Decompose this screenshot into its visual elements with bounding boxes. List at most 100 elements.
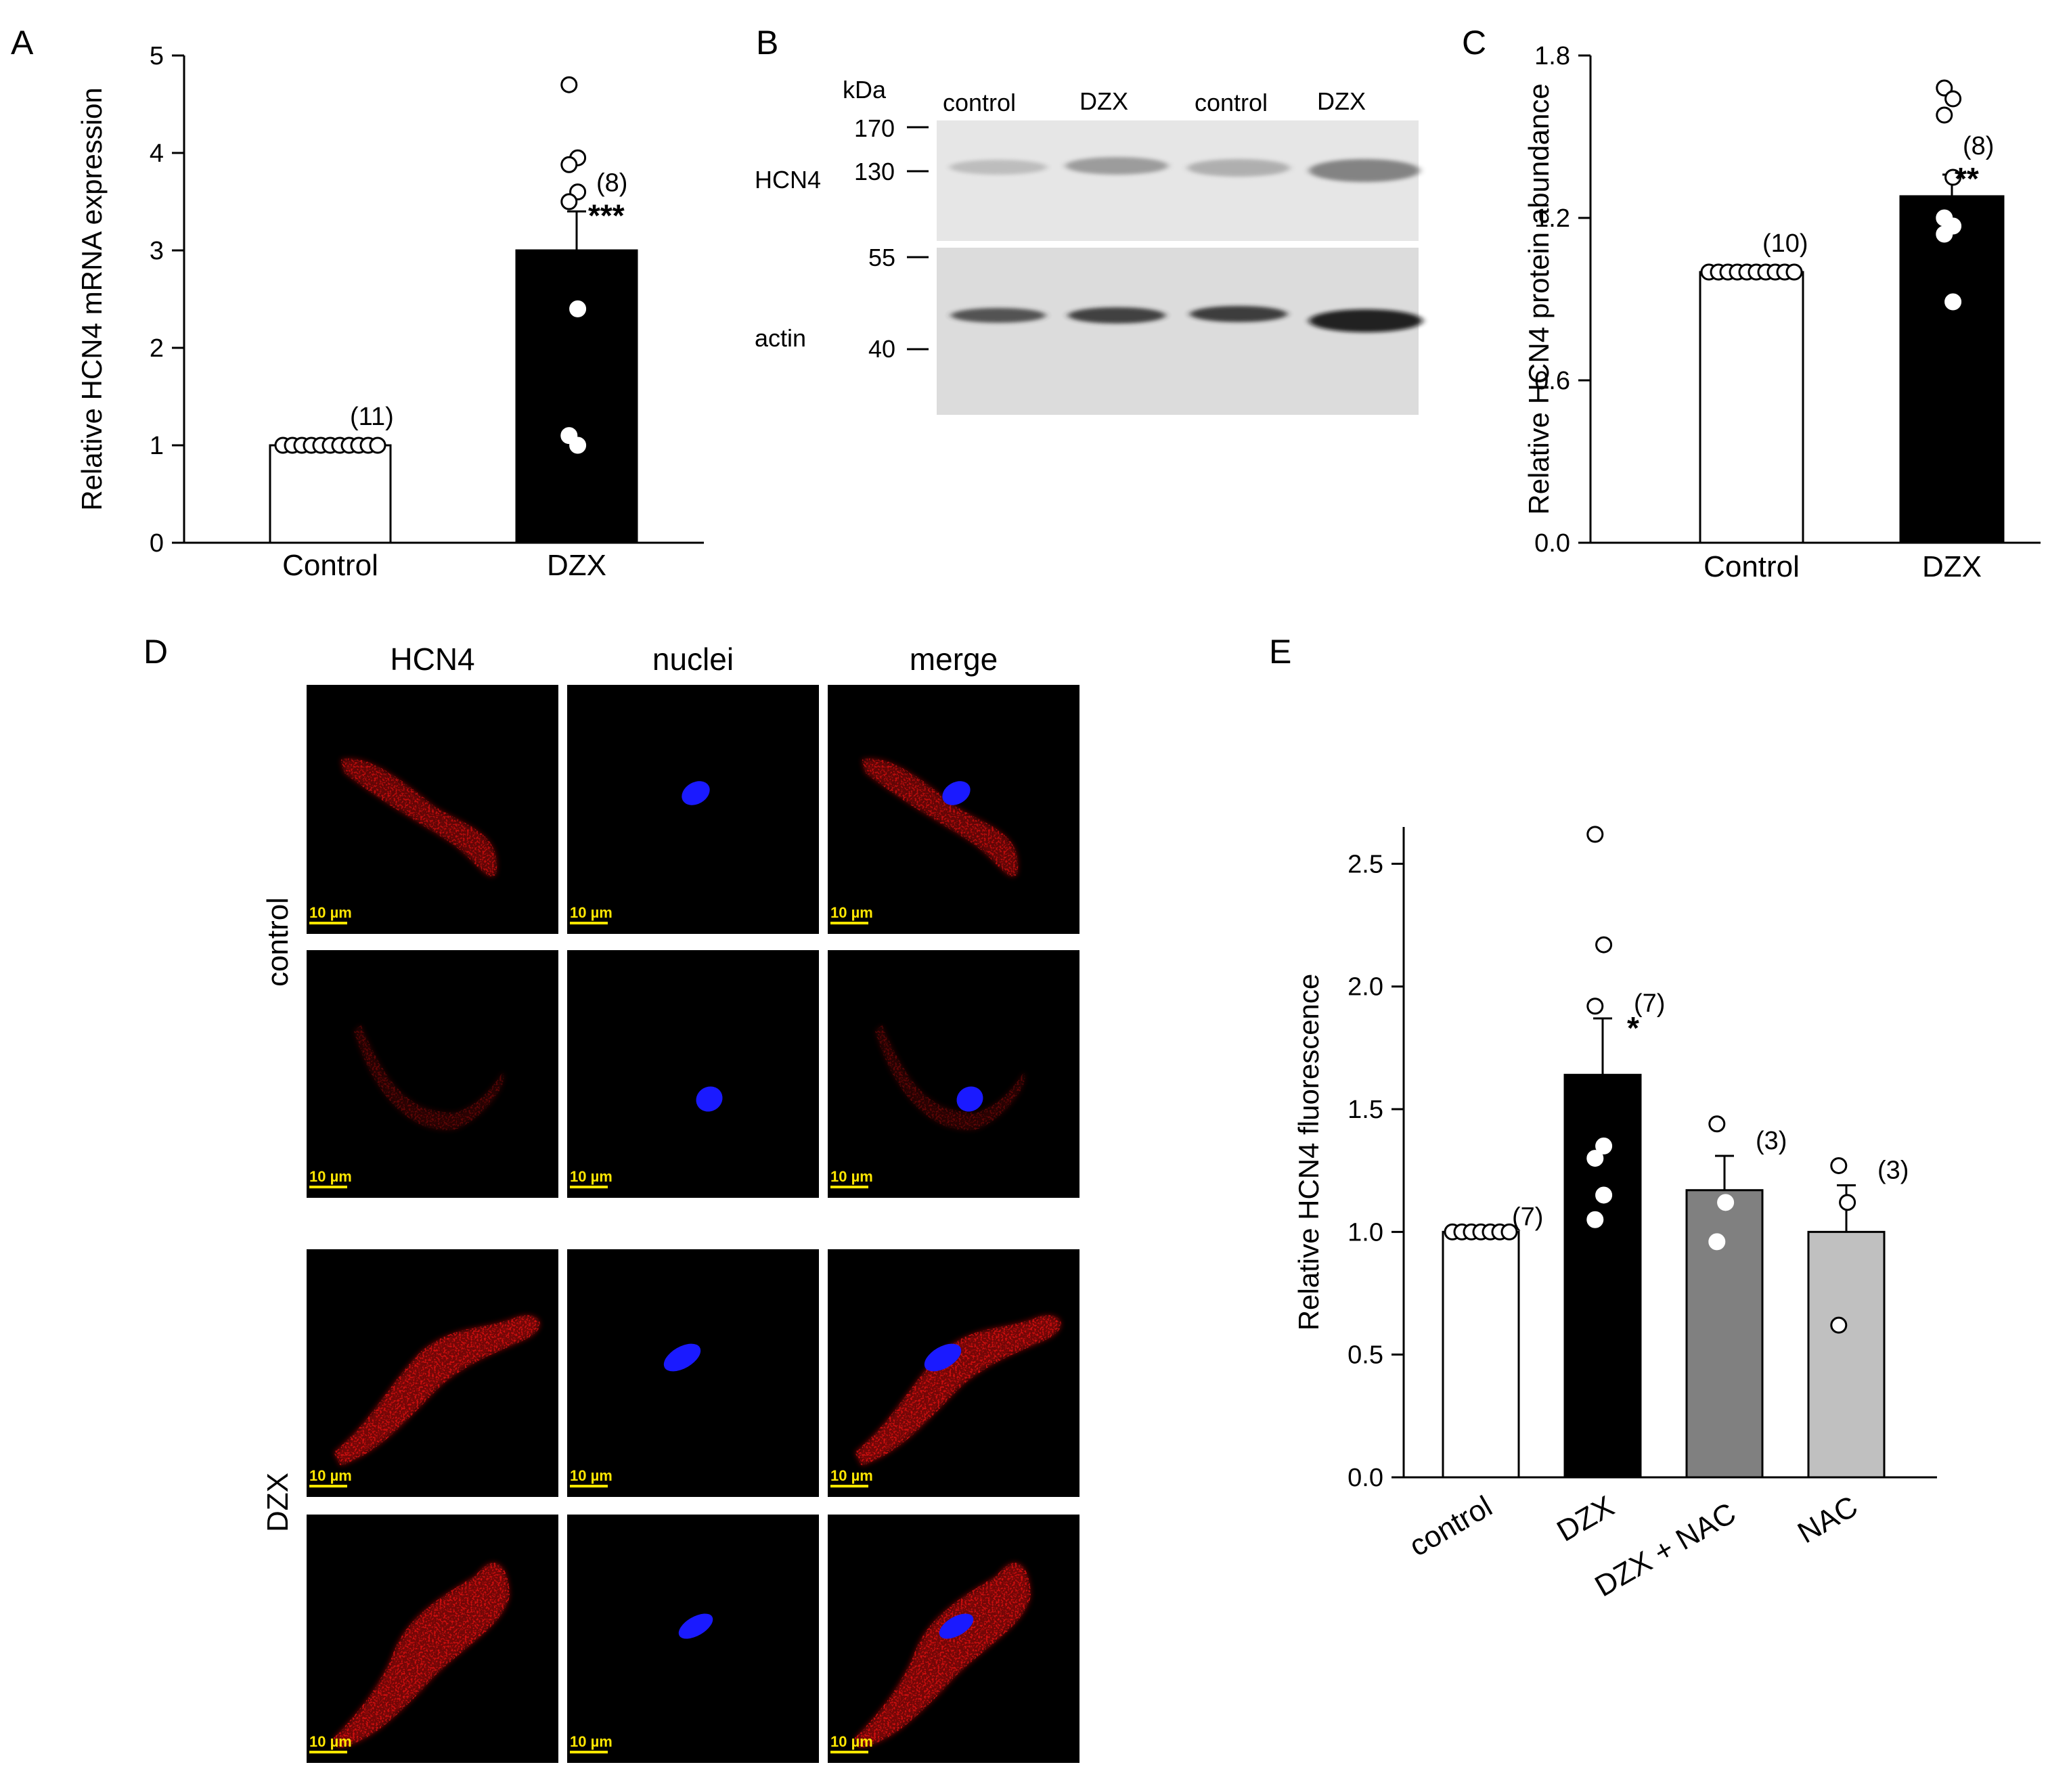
panel-letter-c: C [1462, 24, 1486, 62]
data-point [569, 436, 587, 454]
actin-band-4 [1309, 309, 1423, 332]
marker-170: 170 [854, 114, 895, 142]
n-label: (11) [350, 403, 394, 431]
data-point [1595, 1186, 1613, 1204]
y-tick-label: 0.5 [1348, 1341, 1383, 1370]
actin-band-2 [1068, 307, 1165, 323]
category-label: DZX [547, 549, 606, 582]
nucleus [663, 1343, 701, 1372]
y-tick-label: 0 [150, 529, 164, 558]
y-tick-label: 2 [150, 334, 164, 363]
nucleus [956, 1086, 983, 1112]
y-tick-label: 1.5 [1348, 1096, 1383, 1124]
data-point [1830, 1316, 1848, 1334]
category-label: Control [1704, 550, 1800, 583]
scale-bar-label: 10 µm [570, 904, 613, 921]
hcn4-band-4 [1309, 159, 1420, 182]
bar [1685, 1189, 1764, 1479]
category-label: Control [282, 549, 378, 582]
data-point [1708, 1233, 1726, 1251]
bar [1563, 1073, 1642, 1479]
chart-e-fluorescence: 0.0 0.5 1.0 1.5 2.0 2.5 Relative HCN4 fluoresc… [1293, 826, 1937, 1603]
data-point [560, 193, 578, 210]
micrograph-tile: 10 µm [307, 1515, 558, 1763]
category-label: control [1404, 1489, 1498, 1563]
marker-40: 40 [868, 335, 895, 363]
data-point [1944, 90, 1962, 108]
scale-bar-label: 10 µm [570, 1168, 613, 1185]
marker-55: 55 [868, 244, 895, 271]
scale-bar-label: 10 µm [570, 1733, 613, 1750]
data-point [560, 76, 578, 93]
y-tick-label: 2.5 [1348, 850, 1383, 878]
micrograph-bg [567, 950, 819, 1198]
y-tick-label: 1.0 [1348, 1218, 1383, 1247]
actin-band-3 [1190, 306, 1287, 322]
n-label: (3) [1756, 1127, 1787, 1155]
hcn4-band-3 [1187, 159, 1290, 177]
y-tick-label: 0.6 [1534, 367, 1570, 395]
hcn4-band-2 [1065, 157, 1168, 175]
group-label-control: control [261, 897, 294, 987]
lane-label-1: control [943, 89, 1016, 116]
micrograph-tile: 10 µm [307, 685, 558, 934]
chart-a-mrna: 0 1 2 3 4 5 Relative HCN4 mRNA expression (11) C… [76, 42, 704, 582]
nucleus [678, 1613, 713, 1639]
data-point [1936, 79, 1953, 97]
scale-bar-label: 10 µm [309, 1733, 352, 1750]
micrograph-bg [307, 950, 558, 1198]
column-header: nuclei [652, 642, 734, 677]
hcn4-speckle [354, 1025, 504, 1131]
y-axis-label: Relative HCN4 fluorescence [1293, 974, 1324, 1331]
significance-marker: *** [588, 198, 625, 233]
nucleus [942, 781, 971, 805]
n-label: (3) [1877, 1156, 1909, 1184]
hcn4-speckle [862, 758, 1019, 877]
category-label: DZX [1922, 550, 1982, 583]
n-label: (8) [596, 169, 627, 197]
blot-membrane-hcn4 [937, 120, 1419, 241]
data-point [1944, 293, 1962, 311]
hcn4-speckle [875, 1025, 1025, 1131]
marker-130: 130 [854, 158, 895, 185]
hcn4-speckle [340, 758, 497, 877]
nucleus [682, 781, 710, 805]
chart-c-protein: 0.0 0.6 1.2 1.8 Relative HCN4 protein abunda… [1523, 42, 2041, 583]
micrograph-tile: 10 µm [828, 1515, 1079, 1763]
scale-bar-label: 10 µm [309, 904, 352, 921]
data-point [1944, 169, 1962, 186]
micrograph-tile: 10 µm [567, 950, 819, 1198]
y-axis-label: Relative HCN4 mRNA expression [76, 87, 108, 511]
western-blot: kDa control DZX control DZX 170 130 55 4… [755, 76, 1423, 415]
data-point [1586, 998, 1604, 1015]
micrograph-tile: 10 µm [567, 1249, 819, 1497]
hcn4-speckle [334, 1563, 510, 1748]
hcn4-speckle [334, 1315, 540, 1466]
panel-letter-a: A [11, 24, 34, 62]
scale-bar-label: 10 µm [830, 1733, 873, 1750]
micrograph-bg [567, 1249, 819, 1497]
micrograph-tile: 10 µm [567, 685, 819, 934]
panel-letter-b: B [756, 24, 778, 62]
bar [515, 249, 638, 544]
lane-label-4: DZX [1317, 87, 1366, 115]
micrograph-tile: 10 µm [828, 685, 1079, 934]
scale-bar-label: 10 µm [830, 904, 873, 921]
data-point [1586, 1150, 1604, 1167]
nucleus [696, 1086, 723, 1112]
n-label: (7) [1634, 989, 1665, 1018]
scale-bar-label: 10 µm [309, 1467, 352, 1484]
panel-letter-e: E [1269, 633, 1291, 671]
y-axis-label: Relative HCN4 protein abundance [1523, 83, 1555, 514]
data-point [1936, 225, 1953, 243]
kda-label: kDa [843, 76, 887, 104]
group-label-dzx: DZX [261, 1473, 294, 1532]
data-point [1936, 106, 1953, 124]
scale-bar-label: 10 µm [830, 1467, 873, 1484]
data-point [1586, 1211, 1604, 1228]
category-label: NAC [1792, 1489, 1863, 1550]
hcn4-speckle [855, 1315, 1061, 1466]
data-point [1708, 1115, 1726, 1133]
n-label: (10) [1762, 229, 1808, 258]
significance-marker: * [1627, 1010, 1639, 1046]
